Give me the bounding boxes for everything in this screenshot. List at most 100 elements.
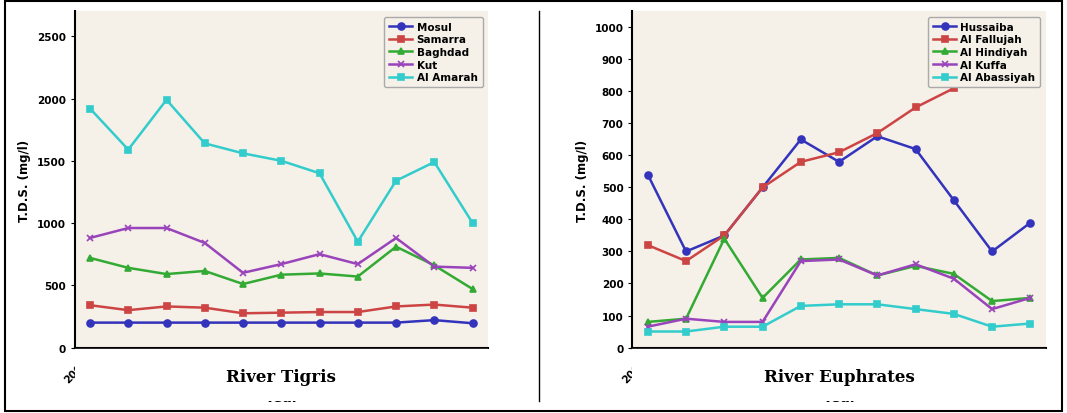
Al Amarah [237,152,250,157]
Al Hindiyah [757,296,769,301]
Baghdad [275,273,288,278]
Baghdad [122,266,134,271]
Line: Al Fallujah: Al Fallujah [644,41,1034,265]
Al Kuffa [871,273,883,278]
Kut [237,271,250,275]
Kut [466,266,479,271]
Samarra [428,302,441,307]
Line: Al Kuffa: Al Kuffa [644,256,1034,330]
Hussaiba [757,185,769,190]
Mosul [428,318,441,323]
Baghdad [83,256,96,261]
Al Fallujah [641,243,654,248]
Al Abassiyah [832,302,845,307]
Al Fallujah [680,259,692,264]
Samarra [389,304,402,309]
Samarra [83,303,96,308]
Al Amarah [466,221,479,226]
Kut [198,241,211,246]
Al Kuffa [947,277,960,282]
Mosul [160,320,173,325]
Al Fallujah [909,106,922,111]
Al Kuffa [909,262,922,267]
Hussaiba [641,173,654,178]
Al Abassiyah [947,312,960,317]
Al Hindiyah [871,273,883,278]
Line: Mosul: Mosul [86,317,476,327]
Hussaiba [986,249,999,254]
Al Kuffa [1024,296,1037,301]
Mosul [237,320,250,325]
Baghdad [237,282,250,287]
Al Amarah [83,107,96,112]
Al Amarah [160,98,173,103]
Line: Baghdad: Baghdad [86,244,476,293]
Mosul [466,321,479,326]
Line: Al Hindiyah: Al Hindiyah [644,236,1034,325]
Hussaiba [680,249,692,254]
Al Hindiyah [641,320,654,325]
Kut [83,236,96,241]
Samarra [160,304,173,309]
Baghdad [351,274,364,279]
Al Abassiyah [909,307,922,312]
Al Fallujah [757,185,769,190]
Kut [122,226,134,231]
Al Amarah [275,159,288,164]
Al Amarah [122,148,134,153]
Baghdad [160,272,173,277]
Al Kuffa [680,316,692,321]
Al Kuffa [641,325,654,330]
Al Abassiyah [986,325,999,330]
Mosul [83,320,96,325]
Al Abassiyah [1024,321,1037,326]
Kut [351,262,364,267]
Al Hindiyah [986,299,999,304]
Text: River Tigris: River Tigris [226,368,336,385]
Line: Samarra: Samarra [86,301,476,317]
Baghdad [313,271,325,276]
Al Abassiyah [871,302,883,307]
X-axis label: Year: Year [822,390,857,404]
Hussaiba [795,138,808,142]
Kut [275,262,288,267]
Al Hindiyah [832,256,845,261]
Al Kuffa [757,320,769,325]
Al Abassiyah [718,325,731,330]
Mosul [389,320,402,325]
Al Hindiyah [795,257,808,262]
Al Fallujah [871,131,883,136]
Mosul [122,320,134,325]
Al Amarah [389,179,402,184]
Al Hindiyah [680,316,692,321]
Kut [389,236,402,241]
Samarra [313,310,325,315]
Legend: Mosul, Samarra, Baghdad, Kut, Al Amarah: Mosul, Samarra, Baghdad, Kut, Al Amarah [384,18,482,88]
Line: Al Abassiyah: Al Abassiyah [644,301,1034,335]
Al Kuffa [795,259,808,264]
Al Kuffa [718,320,731,325]
Baghdad [466,287,479,292]
Baghdad [389,244,402,249]
Samarra [275,311,288,316]
Legend: Hussaiba, Al Fallujah, Al Hindiyah, Al Kuffa, Al Abassiyah: Hussaiba, Al Fallujah, Al Hindiyah, Al K… [928,18,1040,88]
Al Fallujah [986,64,999,69]
Al Abassiyah [757,325,769,330]
Al Fallujah [795,160,808,165]
Samarra [122,308,134,313]
Hussaiba [947,198,960,203]
Line: Al Amarah: Al Amarah [86,97,476,246]
Baghdad [198,269,211,274]
Line: Kut: Kut [86,225,476,277]
Al Fallujah [832,150,845,155]
Hussaiba [832,160,845,165]
Al Abassiyah [641,329,654,334]
Kut [313,252,325,257]
Samarra [466,306,479,311]
Al Amarah [313,171,325,176]
Samarra [198,306,211,311]
Kut [428,264,441,269]
Mosul [275,320,288,325]
Y-axis label: T.D.S. (mg/l): T.D.S. (mg/l) [576,139,589,221]
Al Kuffa [832,257,845,262]
